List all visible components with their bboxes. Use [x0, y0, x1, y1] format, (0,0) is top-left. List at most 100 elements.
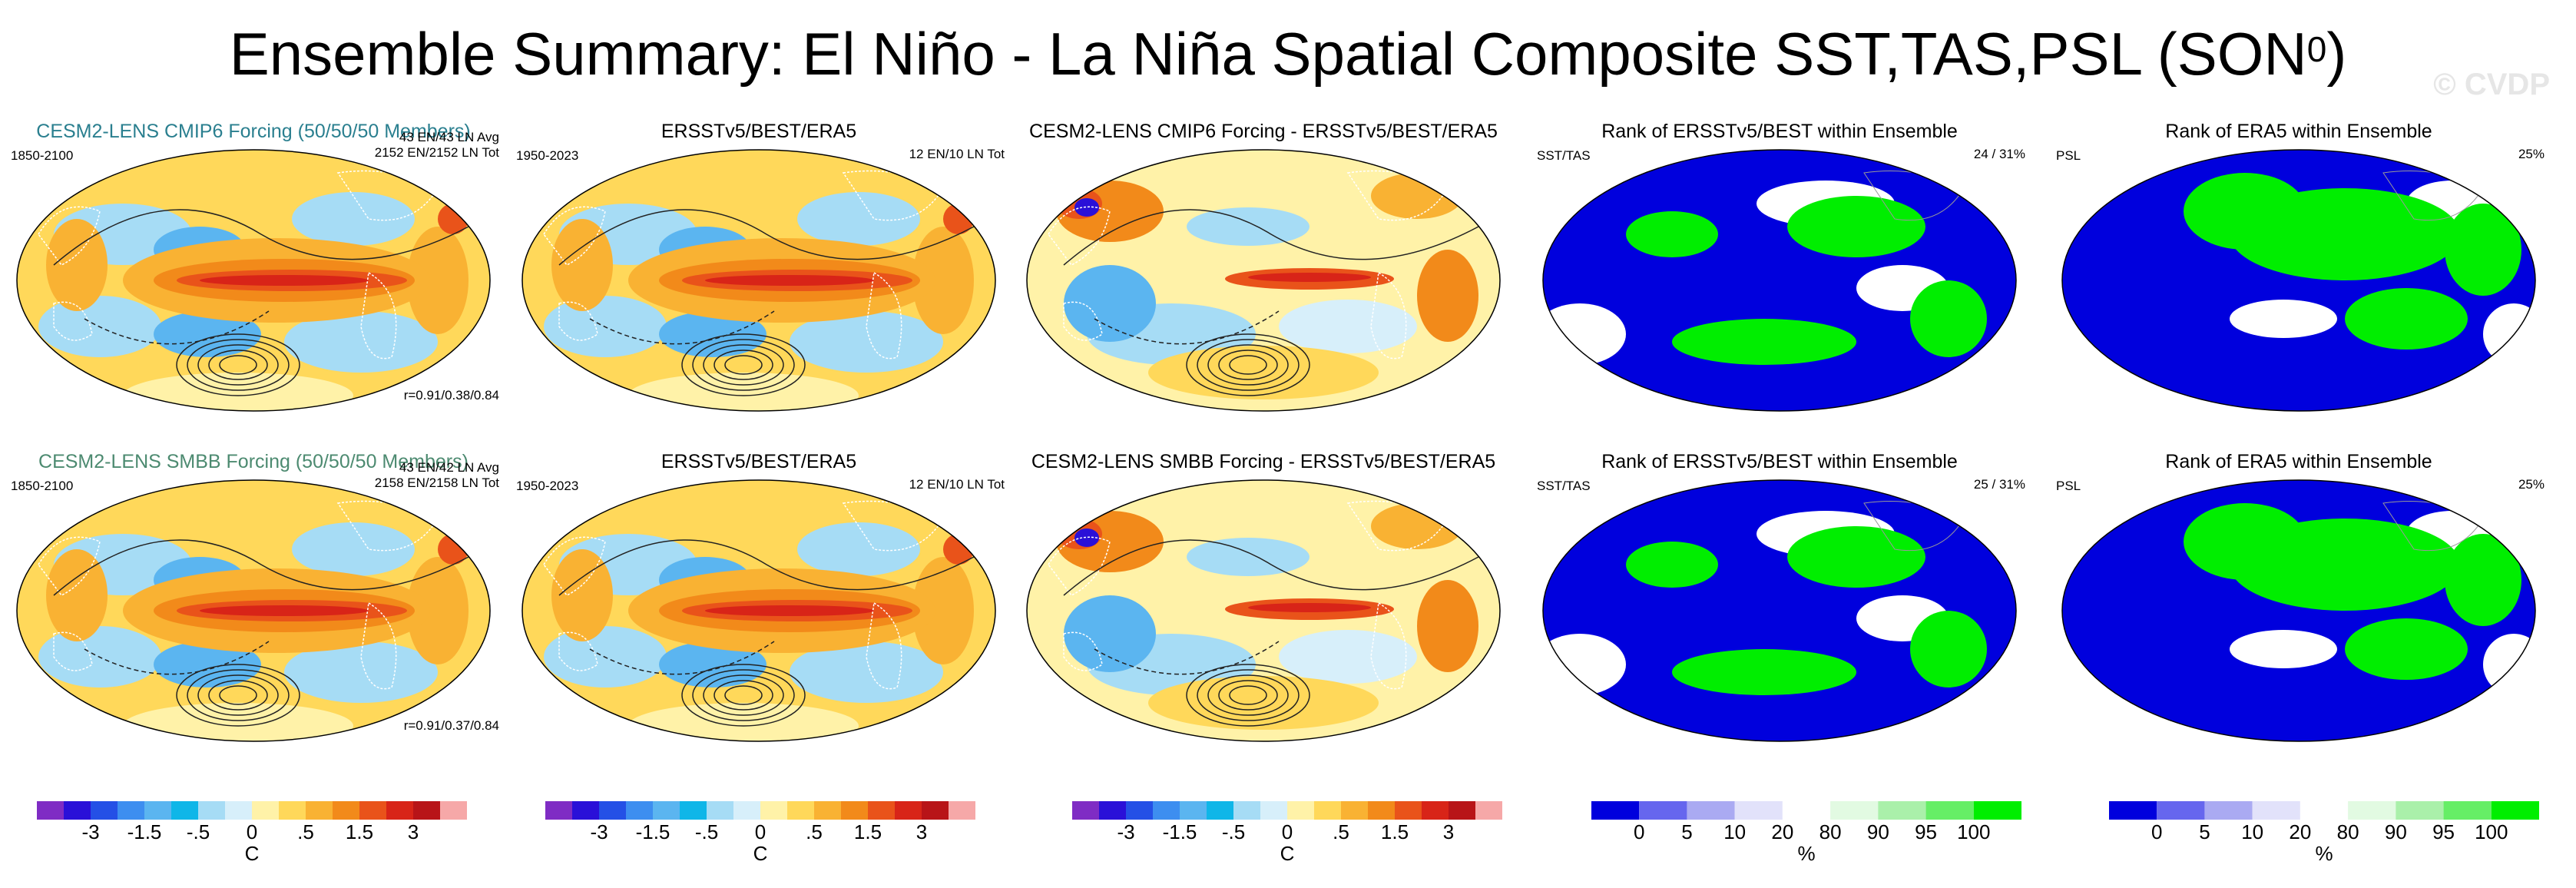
colorbar-swatch	[359, 801, 386, 820]
colorbar-swatch	[545, 801, 572, 820]
temperature-blob	[154, 311, 261, 357]
colorbar-swatch	[2300, 801, 2349, 820]
colorbar-swatch	[2491, 801, 2539, 820]
colorbar-swatch	[1925, 801, 1974, 820]
psl-contour	[1207, 344, 1289, 386]
colorbar-tick-label: -.5	[694, 820, 719, 843]
map-border	[1026, 479, 1501, 742]
psl-contour	[53, 209, 469, 266]
map-background	[1543, 480, 2016, 741]
psl-contour	[187, 339, 290, 391]
panel-count-label: 43 EN/43 LN Avg	[399, 130, 499, 144]
temperature-blob	[797, 192, 920, 246]
psl-contour	[53, 539, 469, 596]
panel-period-label: PSL	[2056, 148, 2081, 163]
colorbar-swatch	[306, 801, 333, 820]
panel-title: Rank of ERA5 within Ensemble	[2165, 121, 2432, 142]
panel-period-label: SST/TAS	[1537, 148, 1591, 163]
colorbar-swatch	[733, 801, 760, 820]
pattern-correlation-label: r=0.91/0.37/0.84	[403, 718, 499, 733]
colorbar-swatch	[1180, 801, 1207, 820]
temperature-blob	[1064, 265, 1156, 342]
rank-region-high	[2184, 173, 2306, 250]
colorbar-tick-label: 5	[2199, 820, 2210, 843]
panel-period-label: SST/TAS	[1537, 479, 1591, 493]
colorbar-tick-label: 3	[1442, 820, 1455, 843]
psl-contour	[1186, 664, 1310, 727]
colorbar-swatch	[1782, 801, 1831, 820]
robinson-map	[16, 149, 491, 412]
temperature-blob	[1148, 346, 1379, 399]
panel-title: Rank of ERSSTv5/BEST within Ensemble	[1601, 121, 1958, 142]
temperature-blob	[1279, 300, 1417, 353]
cvdp-watermark: © CVDP	[2433, 68, 2550, 101]
colorbar-unit: C	[244, 842, 260, 865]
temperature-blob	[284, 311, 438, 373]
psl-contour	[84, 641, 270, 675]
panel-count-label: 12 EN/10 LN Tot	[909, 477, 1005, 492]
rank-region-high	[1910, 611, 1987, 688]
colorbar-swatch	[144, 801, 171, 820]
colorbar-swatch	[760, 801, 787, 820]
psl-contour	[703, 674, 784, 716]
colorbar-tick-label: 1.5	[1380, 820, 1409, 843]
colorbar-swatch	[1830, 801, 1879, 820]
colorbar-tick-label: 100	[1957, 820, 1991, 843]
panel-period-label: 1950-2023	[516, 148, 579, 163]
colorbar-tick-label: 5	[1681, 820, 1693, 843]
rank-region-high	[2345, 288, 2468, 350]
rank-region-mid	[1543, 303, 1626, 365]
temperature-blob	[438, 204, 469, 234]
temperature-blob	[407, 557, 469, 664]
rank-region-high	[1910, 280, 1987, 357]
colorbar-swatch	[118, 801, 144, 820]
temperature-blob	[659, 311, 767, 357]
colorbar-swatch	[171, 801, 198, 820]
temperature-blob	[943, 534, 974, 565]
panel-title: ERSSTv5/BEST/ERA5	[661, 451, 857, 472]
colorbar-swatch	[1368, 801, 1395, 820]
coastline	[866, 271, 902, 360]
temperature-blob	[912, 557, 974, 664]
colorbar-swatch	[1449, 801, 1475, 820]
temperature-blob	[1417, 580, 1478, 672]
psl-contour	[681, 664, 806, 727]
colorbar-swatch	[1233, 801, 1260, 820]
temperature-blob	[1148, 676, 1379, 730]
panel-count-label: 2158 EN/2158 LN Tot	[374, 475, 499, 490]
colorbar-swatch	[1099, 801, 1126, 820]
colorbar-tick-label: 95	[2432, 820, 2455, 843]
colorbar-swatch	[37, 801, 64, 820]
temperature-blob	[1248, 603, 1371, 612]
panel-title: Rank of ERSSTv5/BEST within Ensemble	[1601, 451, 1958, 472]
colorbar-tick-label: -1.5	[1162, 820, 1197, 843]
map-border	[16, 149, 491, 412]
rank-region-high	[1626, 542, 1718, 588]
robinson-map	[1026, 149, 1501, 412]
colorbar-swatch	[1072, 801, 1099, 820]
psl-contour	[1229, 355, 1267, 375]
robinson-map	[16, 479, 491, 742]
temperature-blob	[1371, 503, 1463, 549]
psl-contour	[1186, 333, 1310, 396]
panel-count-label: 43 EN/42 LN Avg	[399, 460, 499, 475]
colorbar-swatch	[1422, 801, 1449, 820]
temperature-blob	[1248, 273, 1371, 282]
map-border	[1542, 479, 2017, 742]
psl-contour	[558, 539, 975, 596]
colorbar-swatch	[2204, 801, 2253, 820]
temperature-blob	[1371, 173, 1463, 219]
temperature-blob	[790, 641, 943, 703]
panel-title: CESM2-LENS CMIP6 Forcing (50/50/50 Membe…	[36, 121, 471, 142]
robinson-map	[521, 479, 996, 742]
temperature-blob	[943, 204, 974, 234]
psl-contour	[219, 355, 257, 375]
panel-count-label: 25 / 31%	[1973, 477, 2025, 492]
colorbar-swatch	[599, 801, 626, 820]
coastline	[1048, 206, 1111, 266]
panel-count-label: 25%	[2518, 147, 2545, 161]
psl-contour	[714, 350, 773, 380]
robinson-map	[1026, 479, 1501, 742]
psl-contour	[1218, 680, 1278, 711]
colorbar-tick-label: 20	[1771, 820, 1794, 843]
